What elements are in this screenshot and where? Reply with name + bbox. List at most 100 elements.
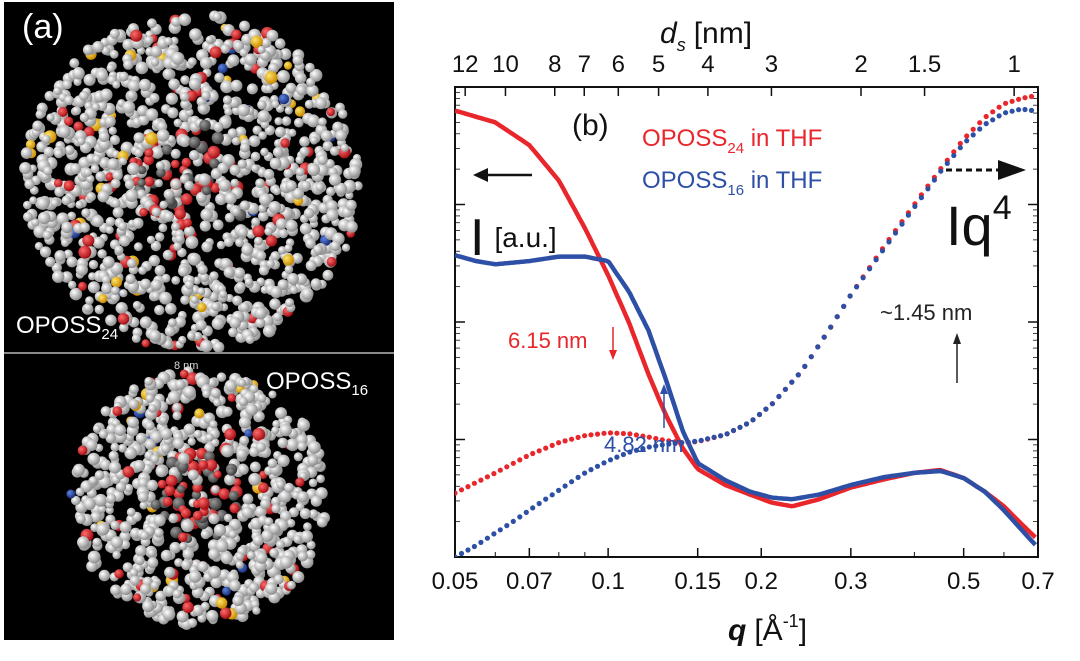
- left-arrow-head: [473, 168, 488, 182]
- series-point: [828, 324, 834, 330]
- series-point: [465, 547, 471, 553]
- series-point: [484, 474, 490, 480]
- annotation-6-15-nm: 6.15 nm: [508, 328, 588, 353]
- series-point: [957, 140, 963, 147]
- series-point: [569, 479, 575, 485]
- series-point: [536, 448, 542, 454]
- top-tick-label: 4: [701, 51, 714, 78]
- series-point: [802, 363, 808, 369]
- series-point: [970, 132, 976, 138]
- series-point: [718, 433, 724, 439]
- series-point: [653, 435, 659, 442]
- series-point: [957, 145, 963, 151]
- scale-bar-label: 8 nm: [174, 360, 199, 372]
- series-point: [575, 434, 581, 440]
- series-point: [504, 523, 510, 529]
- series-point: [1028, 107, 1035, 113]
- series-point: [789, 379, 795, 385]
- series-point: [672, 440, 678, 446]
- series-point: [543, 496, 549, 502]
- series-point: [582, 433, 588, 439]
- series-point: [517, 457, 523, 463]
- series-point: [685, 439, 691, 445]
- series-point: [510, 460, 516, 466]
- series-point: [964, 133, 970, 139]
- series-point: [536, 500, 542, 507]
- series-point: [854, 284, 860, 290]
- legend-oposs16-name: OPOSS: [642, 167, 727, 194]
- y-axis-right-symbol: Iq: [946, 194, 993, 257]
- tick-labels: 0.05 0.07 0.1 0.15 0.2 0.3 0.5 0.7 12 10 8 7 6 5 4 3 2 1.…: [432, 51, 1055, 595]
- series-layer: [455, 93, 1038, 557]
- series-point: [1022, 95, 1028, 101]
- series-point: [653, 443, 659, 449]
- series-point: [620, 451, 627, 458]
- series-point: [594, 431, 601, 437]
- series-point: [471, 480, 477, 486]
- x-axis-symbol: q: [728, 614, 746, 647]
- x-axis-unit-exponent: -1: [783, 611, 799, 631]
- annotation-1-45-nm-arrow-head: [953, 333, 961, 344]
- series-point: [737, 424, 743, 430]
- series-point: [847, 293, 853, 299]
- series-point: [1003, 100, 1009, 106]
- series-point: [769, 401, 776, 407]
- series-point: [808, 354, 814, 360]
- oposs16-subscript: 16: [351, 381, 369, 399]
- series-point: [465, 484, 471, 490]
- series-point: [458, 487, 465, 493]
- series-point: [588, 432, 594, 438]
- legend-oposs24-suffix: in THF: [744, 125, 822, 152]
- series-point: [491, 471, 497, 477]
- series-point: [931, 177, 938, 183]
- top-tick-label: 12: [452, 51, 479, 78]
- series-point: [646, 434, 652, 440]
- series-point: [549, 442, 555, 448]
- x-tick-label: 0.15: [674, 568, 721, 595]
- series-point: [743, 421, 750, 427]
- right-arrow-head: [998, 160, 1026, 180]
- series-point: [562, 438, 568, 444]
- series-point: [666, 441, 672, 447]
- series-point: [455, 490, 458, 496]
- y-axis-left-symbol: I: [470, 209, 484, 267]
- series-point: [497, 467, 503, 473]
- series-point: [543, 445, 549, 451]
- series-point: [478, 477, 484, 483]
- panel-a-molecular-models: (a) OPOSS24 8 nm OPOSS16: [4, 2, 394, 640]
- plot-frame: [454, 86, 1039, 558]
- left-arrow: [473, 168, 532, 182]
- series-point: [633, 432, 640, 438]
- series-point: [679, 440, 685, 446]
- top-tick-label: 1.5: [908, 51, 941, 78]
- series-point: [977, 126, 983, 132]
- series-point: [1028, 93, 1035, 100]
- series-point: [795, 372, 801, 378]
- panel-divider: [4, 352, 394, 354]
- series-point: [860, 275, 866, 281]
- series-point: [614, 454, 620, 460]
- series-point: [821, 334, 827, 340]
- series-point: [471, 543, 477, 550]
- series-point: [964, 138, 970, 144]
- series-point: [977, 120, 983, 126]
- series-point: [834, 314, 840, 320]
- series-point: [569, 436, 575, 442]
- top-tick-label: 10: [492, 51, 519, 78]
- series-point: [627, 449, 633, 455]
- y-axis-left-label: I [a.u.]: [470, 209, 557, 267]
- oposs24-model: [19, 10, 363, 353]
- series-point: [925, 186, 931, 192]
- top-tick-label: 2: [854, 51, 867, 78]
- series-point: [763, 406, 769, 412]
- series-point: [756, 411, 763, 418]
- series-point: [1016, 107, 1022, 113]
- series-point: [659, 437, 665, 443]
- x-axis-title: q [Å-1]: [728, 611, 807, 647]
- series-point: [724, 431, 730, 437]
- y-axis-right-exponent: 4: [993, 189, 1012, 227]
- series-point: [983, 113, 989, 120]
- series-point: [556, 487, 562, 493]
- x-tick-label: 0.05: [432, 568, 479, 595]
- series-point: [491, 531, 497, 537]
